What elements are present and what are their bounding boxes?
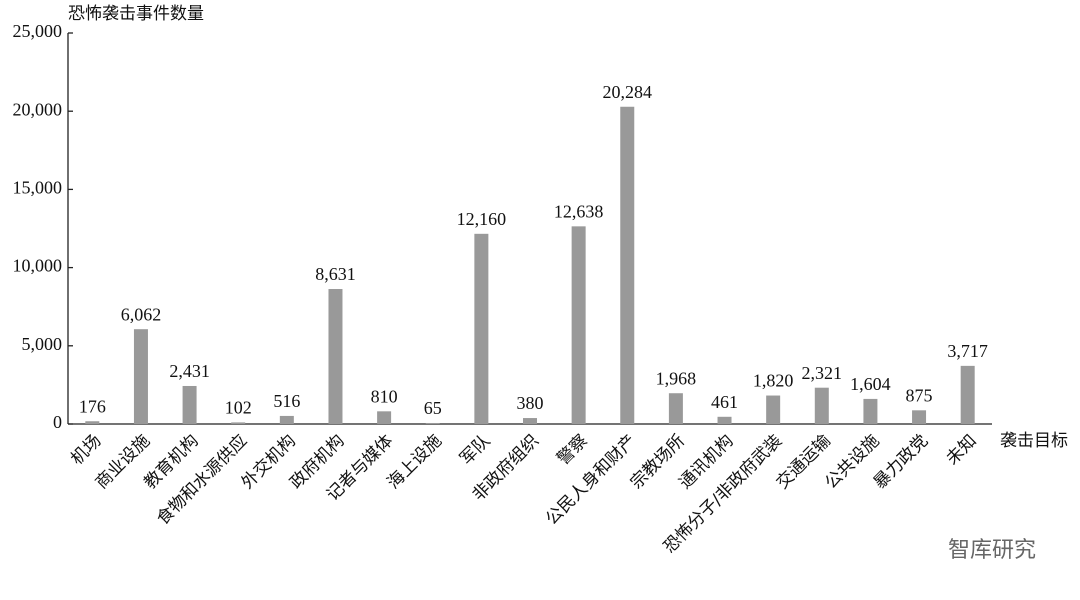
value-label: 176 bbox=[79, 396, 106, 416]
value-label: 1,820 bbox=[753, 371, 794, 391]
value-label: 20,284 bbox=[603, 82, 653, 102]
x-tick-label: 警察 bbox=[554, 431, 592, 469]
x-tick-label: 食物和水源供应 bbox=[153, 431, 251, 529]
bar bbox=[279, 415, 294, 424]
bar bbox=[474, 233, 489, 424]
y-tick-label: 20,000 bbox=[13, 99, 63, 119]
value-label: 6,062 bbox=[121, 304, 162, 324]
x-tick-label: 军队 bbox=[456, 431, 494, 469]
bar bbox=[717, 416, 732, 424]
value-label: 1,968 bbox=[656, 368, 697, 388]
x-tick-label: 暴力政党 bbox=[870, 431, 932, 493]
y-tick-label: 5,000 bbox=[22, 334, 63, 354]
x-tick-label: 未知 bbox=[943, 431, 981, 469]
value-label: 3,717 bbox=[947, 341, 988, 361]
y-tick-label: 10,000 bbox=[13, 256, 63, 276]
y-tick-label: 0 bbox=[53, 412, 62, 432]
value-label: 810 bbox=[371, 386, 398, 406]
watermark: 智库研究 bbox=[948, 538, 1036, 563]
bar bbox=[133, 329, 148, 424]
value-label: 2,431 bbox=[169, 361, 210, 381]
bar bbox=[571, 226, 586, 424]
bar bbox=[620, 106, 635, 424]
value-label: 102 bbox=[225, 398, 252, 418]
value-label: 380 bbox=[517, 393, 544, 413]
y-tick-label: 15,000 bbox=[13, 178, 63, 198]
bar bbox=[863, 398, 878, 424]
x-axis-title: 袭击目标 bbox=[1000, 431, 1068, 451]
value-label: 461 bbox=[711, 392, 738, 412]
bar bbox=[85, 421, 100, 424]
bar bbox=[231, 422, 246, 424]
bar bbox=[182, 385, 197, 424]
bar bbox=[814, 387, 829, 424]
bar bbox=[960, 365, 975, 424]
x-tick-label: 海上设施 bbox=[384, 431, 446, 493]
value-label: 516 bbox=[273, 391, 300, 411]
value-label: 875 bbox=[906, 385, 933, 405]
value-label: 1,604 bbox=[850, 374, 891, 394]
bar bbox=[425, 422, 440, 424]
x-tick-label: 机场 bbox=[67, 431, 105, 469]
bar bbox=[766, 395, 781, 424]
bar bbox=[377, 411, 392, 424]
y-axis-title: 恐怖袭击事件数量 bbox=[68, 4, 204, 24]
x-tick-label: 公民人身和财产 bbox=[542, 431, 640, 529]
bar bbox=[668, 393, 683, 424]
value-label: 12,638 bbox=[554, 201, 604, 221]
bar bbox=[523, 418, 537, 424]
value-label: 2,321 bbox=[802, 363, 843, 383]
y-tick-label: 25,000 bbox=[13, 21, 63, 41]
value-label: 8,631 bbox=[315, 264, 356, 284]
value-label: 65 bbox=[424, 398, 442, 418]
value-label: 12,160 bbox=[457, 209, 507, 229]
bar bbox=[912, 410, 927, 424]
bar bbox=[328, 289, 343, 424]
